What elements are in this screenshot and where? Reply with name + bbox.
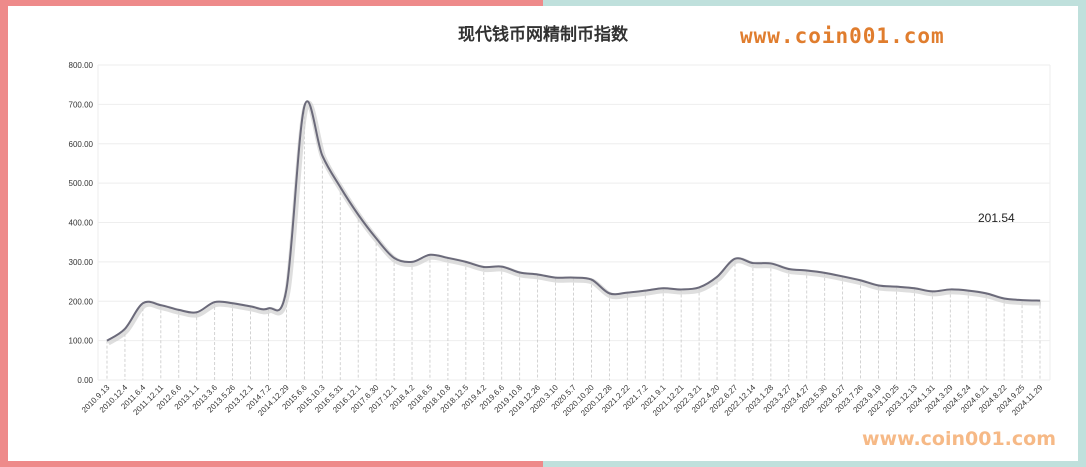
y-tick-label: 700.00 xyxy=(69,100,94,109)
frame-left xyxy=(0,0,543,467)
y-tick-label: 500.00 xyxy=(69,179,94,188)
chart-title: 现代钱币网精制币指数 xyxy=(458,25,628,44)
y-tick-label: 800.00 xyxy=(69,61,94,70)
watermark-top: www.coin001.com xyxy=(740,24,945,48)
last-value-label: 201.54 xyxy=(978,211,1015,225)
series-line-shadow xyxy=(106,100,1042,346)
y-tick-label: 100.00 xyxy=(69,337,94,346)
y-tick-label: 400.00 xyxy=(69,219,94,228)
frame-right xyxy=(543,0,1086,467)
watermark-bottom: www.coin001.com xyxy=(862,428,1057,450)
y-tick-label: 300.00 xyxy=(69,258,94,267)
series-line xyxy=(106,100,1041,342)
y-tick-label: 600.00 xyxy=(69,140,94,149)
y-tick-label: 200.00 xyxy=(69,297,94,306)
y-tick-label: 0.00 xyxy=(77,376,93,385)
